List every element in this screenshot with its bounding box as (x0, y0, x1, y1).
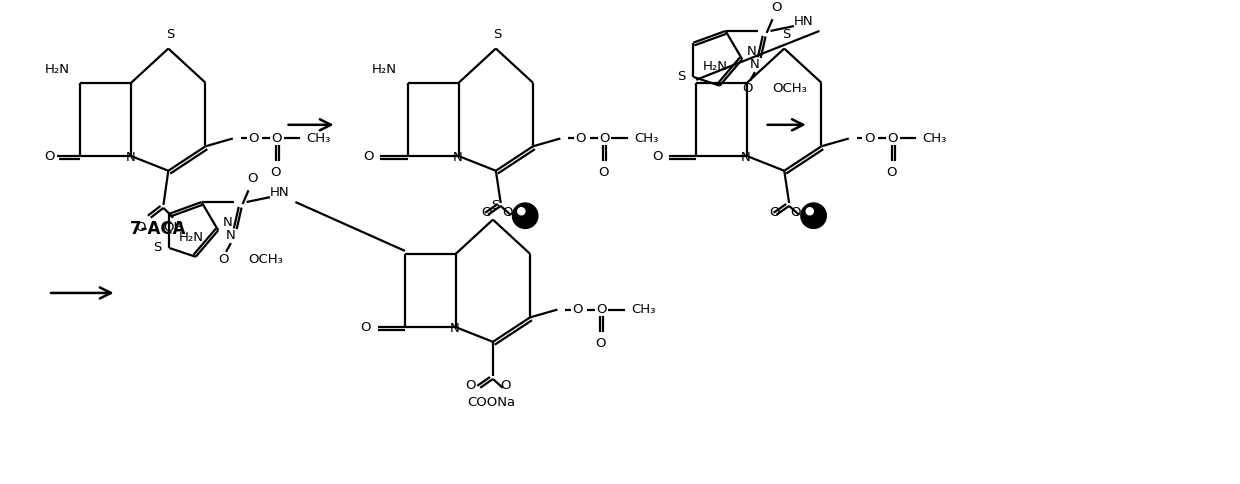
Text: O: O (887, 166, 897, 179)
Text: O: O (363, 150, 374, 163)
Text: O: O (43, 150, 55, 163)
Text: O: O (652, 150, 662, 163)
Text: CH₃: CH₃ (631, 303, 656, 316)
Text: N: N (223, 216, 233, 229)
Text: O: O (465, 379, 476, 393)
Text: O: O (361, 321, 371, 333)
Text: O: O (771, 1, 781, 14)
Text: O: O (596, 303, 606, 316)
Text: O: O (272, 132, 281, 145)
Text: O: O (135, 221, 146, 234)
Text: O: O (575, 132, 587, 145)
Text: COONa: COONa (467, 396, 515, 409)
Text: O: O (599, 132, 610, 145)
Text: CH₃: CH₃ (306, 132, 331, 145)
Text: N: N (450, 322, 460, 334)
Text: CH₃: CH₃ (923, 132, 947, 145)
Text: O: O (864, 132, 874, 145)
Text: OH: OH (162, 221, 184, 234)
Text: O: O (218, 253, 228, 266)
Text: H₂N: H₂N (179, 231, 203, 244)
Text: S: S (494, 29, 502, 41)
Text: S: S (166, 29, 175, 41)
Text: O: O (501, 379, 511, 393)
Text: O: O (888, 132, 898, 145)
Text: O: O (595, 337, 605, 350)
Circle shape (518, 208, 525, 215)
Text: O: O (247, 172, 258, 185)
Circle shape (801, 203, 826, 228)
Text: N: N (453, 151, 463, 164)
Text: S: S (491, 199, 498, 212)
Text: S: S (154, 242, 161, 255)
Text: OCH₃: OCH₃ (248, 253, 284, 266)
Circle shape (806, 208, 813, 215)
Text: N: N (125, 151, 135, 164)
Text: H₂N: H₂N (372, 62, 397, 76)
Text: 7-ACA: 7-ACA (130, 220, 187, 239)
Text: O: O (598, 166, 609, 179)
Text: S: S (677, 70, 686, 83)
Text: N: N (748, 45, 756, 58)
Text: H₂N: H₂N (45, 62, 69, 76)
Circle shape (512, 203, 538, 228)
Text: N: N (742, 151, 751, 164)
Text: OCH₃: OCH₃ (773, 82, 807, 95)
Text: CH₃: CH₃ (634, 132, 658, 145)
Text: S: S (782, 29, 790, 41)
Text: N: N (226, 229, 236, 242)
Text: O: O (270, 166, 281, 179)
Text: H₂N: H₂N (702, 60, 728, 73)
Text: O: O (769, 206, 780, 219)
Text: N: N (750, 58, 760, 71)
Text: O: O (573, 303, 583, 316)
Text: O: O (481, 206, 491, 219)
Text: O: O (791, 206, 801, 219)
Text: O: O (742, 82, 753, 95)
Text: HN: HN (794, 15, 813, 28)
Text: HN: HN (270, 186, 290, 199)
Text: O: O (248, 132, 259, 145)
Text: O: O (502, 206, 513, 219)
